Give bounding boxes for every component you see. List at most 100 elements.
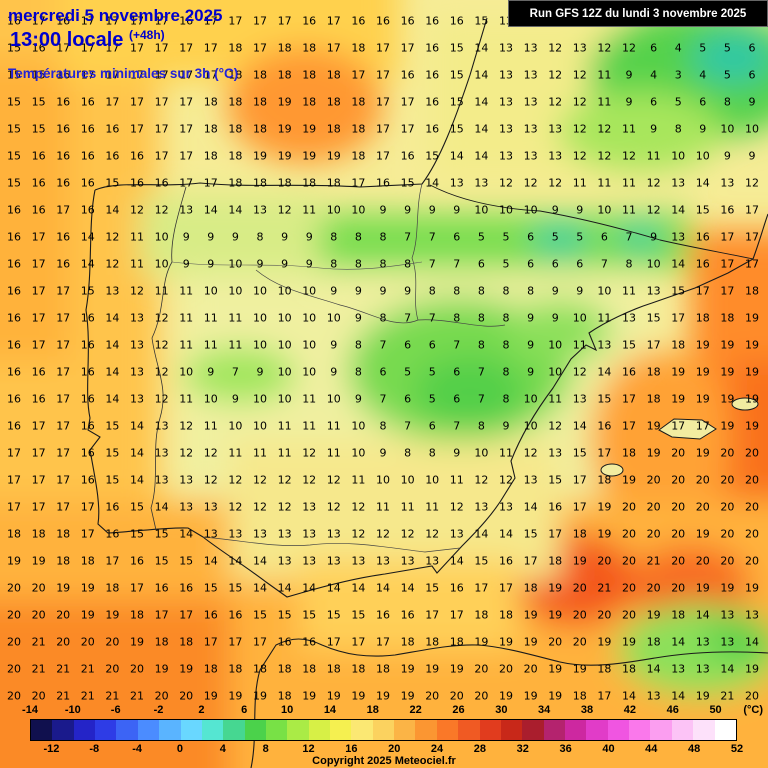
temp-value: 19 <box>745 581 759 595</box>
temp-value: 18 <box>400 635 415 649</box>
temp-value: 9 <box>207 230 215 244</box>
scale-tick-label: 48 <box>688 743 701 755</box>
temp-value: 20 <box>646 581 661 595</box>
temp-value: 13 <box>154 419 169 433</box>
temp-value: 14 <box>671 635 686 649</box>
temp-value: 9 <box>453 203 461 217</box>
temp-value: 18 <box>130 608 144 622</box>
temp-value: 8 <box>256 230 264 244</box>
temp-value: 18 <box>326 95 341 109</box>
temp-value: 18 <box>228 662 243 676</box>
scale-tick-label: 36 <box>559 743 572 755</box>
temp-value: 14 <box>474 122 489 136</box>
temp-value: 19 <box>31 554 46 568</box>
temp-value: 11 <box>228 446 243 460</box>
temp-value: 19 <box>351 689 366 703</box>
scale-color-cell <box>500 720 523 740</box>
temp-value: 6 <box>551 257 559 271</box>
temp-value: 21 <box>646 554 661 568</box>
scale-color-cell <box>137 720 160 740</box>
temp-value: 13 <box>425 554 440 568</box>
temp-value: 18 <box>474 608 489 622</box>
temp-value: 10 <box>302 365 317 379</box>
temp-value: 19 <box>548 689 563 703</box>
temp-value: 9 <box>379 284 387 298</box>
temp-value: 9 <box>404 284 412 298</box>
temp-value: 17 <box>745 230 759 244</box>
temp-value: 13 <box>499 500 513 514</box>
forecast-date: mercredi 5 novembre 2025 <box>8 6 223 25</box>
temp-value: 9 <box>527 311 535 325</box>
temp-value: 19 <box>253 689 267 703</box>
temp-value: 17 <box>31 257 46 271</box>
temp-value: 17 <box>376 635 390 649</box>
temp-value: 19 <box>671 392 686 406</box>
temp-value: 19 <box>130 635 144 649</box>
scale-tick-label: -2 <box>153 704 164 716</box>
scale-tick-label: -10 <box>64 704 81 716</box>
temp-value: 17 <box>745 203 759 217</box>
temp-value: 7 <box>428 257 436 271</box>
temp-value: 3 <box>674 68 682 82</box>
scale-color-cell <box>693 720 715 740</box>
temp-value: 17 <box>671 419 686 433</box>
temp-value: 18 <box>228 68 243 82</box>
temp-value: 17 <box>31 473 46 487</box>
temp-value: 20 <box>720 527 735 541</box>
temp-value: 15 <box>597 392 612 406</box>
scale-color-cell <box>116 720 138 740</box>
temp-value: 14 <box>253 554 267 568</box>
temp-value: 20 <box>499 662 513 676</box>
temp-value: 8 <box>354 365 362 379</box>
temp-value: 9 <box>182 230 190 244</box>
temp-value: 20 <box>105 635 120 649</box>
temp-value: 20 <box>745 473 759 487</box>
temp-value: 8 <box>379 257 387 271</box>
temp-value: 17 <box>31 419 46 433</box>
temp-value: 16 <box>400 14 415 28</box>
temp-value: 12 <box>474 473 489 487</box>
temp-value: 17 <box>7 446 21 460</box>
temp-value: 13 <box>671 176 686 190</box>
temp-value: 18 <box>720 311 735 325</box>
temp-value: 11 <box>597 176 612 190</box>
temp-value: 18 <box>548 554 563 568</box>
temp-value: 17 <box>400 122 415 136</box>
temp-value: 17 <box>351 68 366 82</box>
temp-value: 11 <box>326 446 341 460</box>
temp-value: 15 <box>31 122 46 136</box>
temp-value: 14 <box>695 608 710 622</box>
temp-value: 17 <box>179 176 194 190</box>
temp-value: 14 <box>179 527 194 541</box>
scale-tick-label: -14 <box>22 704 38 716</box>
temp-value: 19 <box>745 311 759 325</box>
temp-value: 17 <box>720 257 735 271</box>
temp-value: 12 <box>572 95 587 109</box>
temp-value: 13 <box>745 608 759 622</box>
scale-tick-label: 26 <box>452 704 465 716</box>
temp-value: 6 <box>428 338 436 352</box>
temp-value: 11 <box>179 284 194 298</box>
temp-value: 12 <box>326 473 341 487</box>
temp-value: 18 <box>646 365 661 379</box>
temp-value: 18 <box>376 662 390 676</box>
temp-value: 11 <box>179 392 194 406</box>
temp-value: 8 <box>354 257 362 271</box>
temp-value: 20 <box>745 500 759 514</box>
temp-value: 16 <box>80 446 95 460</box>
scale-color-cell <box>671 720 694 740</box>
temp-value: 6 <box>527 230 535 244</box>
temp-value: 16 <box>31 41 46 55</box>
temp-value: 8 <box>379 230 387 244</box>
temp-value: 10 <box>302 284 317 298</box>
temp-value: 11 <box>179 311 194 325</box>
temp-value: 10 <box>474 203 489 217</box>
temp-value: 12 <box>548 419 563 433</box>
temp-value: 17 <box>326 635 341 649</box>
temp-value: 15 <box>105 419 120 433</box>
temp-value: 10 <box>695 149 710 163</box>
temp-value: 19 <box>720 392 735 406</box>
temp-value: 10 <box>351 203 366 217</box>
